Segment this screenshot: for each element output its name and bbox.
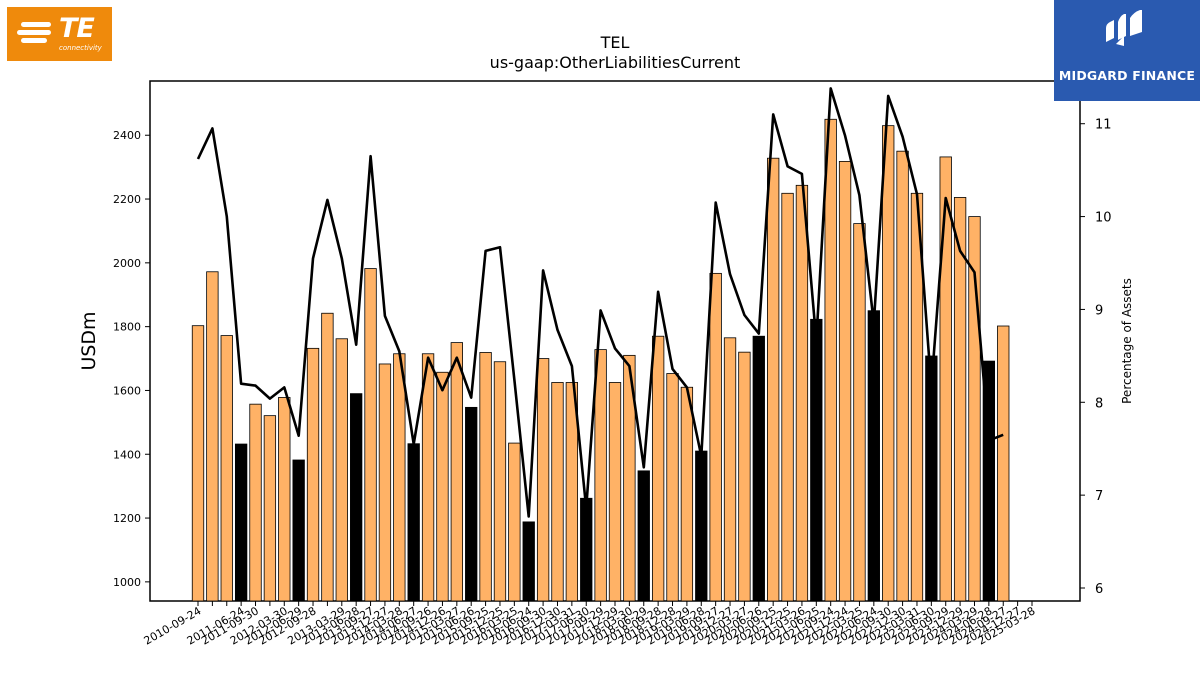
bar [680, 386, 694, 602]
y2-tick-label: 11 [1095, 118, 1112, 133]
y2-tick-label: 9 [1095, 303, 1103, 318]
y-tick-label: 2000 [113, 257, 141, 270]
bar [767, 157, 780, 602]
bar [378, 363, 392, 602]
chart-title: TEL [600, 33, 630, 52]
y-axis-right: 6 7 8 9 10 11 [1080, 118, 1112, 597]
bar [853, 223, 866, 602]
bar [939, 156, 952, 602]
bar [925, 355, 938, 602]
y-tick-label: 2400 [113, 129, 141, 142]
y-axis-left: 1000 1200 1400 1600 1800 2000 2200 2400 [113, 129, 150, 589]
series-line [196, 87, 1004, 518]
bar [824, 118, 837, 602]
bar [651, 335, 665, 602]
bar [407, 443, 420, 602]
midgard-finance-logo: MIDGARD FINANCE [1054, 0, 1200, 101]
midgard-mark-icon [1106, 10, 1142, 46]
bar [738, 351, 751, 602]
midgard-logo-text: MIDGARD FINANCE [1058, 68, 1196, 83]
bar [695, 450, 708, 602]
line-group [196, 87, 1004, 518]
logo-stripe [21, 38, 47, 43]
y2-tick-label: 6 [1095, 582, 1103, 597]
bar [752, 335, 765, 602]
bar [522, 521, 535, 602]
bar [306, 347, 320, 602]
bar [810, 318, 823, 602]
bar [350, 393, 363, 602]
y2-tick-label: 8 [1095, 396, 1103, 411]
bar [508, 442, 521, 602]
bar [795, 184, 809, 602]
bar [666, 373, 679, 602]
te-logo-sub: connectivity [59, 44, 102, 52]
bar [709, 272, 722, 602]
bar [536, 358, 550, 602]
bar [896, 150, 909, 602]
bar [493, 361, 507, 602]
bar [450, 342, 463, 602]
bar [191, 325, 205, 602]
bar [551, 382, 564, 602]
bar [292, 459, 305, 602]
logo-stripe [17, 30, 51, 35]
y-tick-label: 1000 [113, 576, 141, 589]
chart-subtitle: us-gaap:OtherLiabilitiesCurrent [490, 53, 741, 72]
bar [594, 349, 607, 602]
logo-stripe [21, 22, 51, 27]
bar [234, 443, 248, 602]
bar [206, 271, 219, 602]
bar [220, 335, 233, 602]
y2-tick-label: 7 [1095, 489, 1103, 504]
bar [723, 337, 737, 602]
y2-axis-label: Percentage of Assets [1120, 278, 1134, 404]
bar [249, 403, 262, 602]
bar [278, 397, 291, 602]
y-tick-label: 2200 [113, 193, 141, 206]
y-tick-label: 1800 [113, 321, 141, 334]
bars-group [191, 118, 1010, 602]
bar [263, 415, 277, 602]
te-connectivity-logo: TE connectivity [7, 7, 112, 61]
bar [479, 352, 492, 602]
bar [997, 325, 1010, 602]
bar [421, 353, 435, 602]
bar [580, 497, 593, 602]
x-axis: 2010-09-242011-06-242011-09-302012-03-30… [142, 601, 1038, 648]
bar [867, 310, 880, 602]
y-tick-label: 1200 [113, 512, 141, 525]
bar [364, 268, 377, 602]
bar [838, 160, 852, 602]
te-logo-mark: TE [59, 13, 95, 44]
y-tick-label: 1400 [113, 448, 141, 461]
bar [393, 353, 406, 602]
bar [465, 406, 478, 602]
y-tick-label: 1600 [113, 384, 141, 397]
bar [608, 382, 622, 602]
bar [321, 312, 334, 602]
bar [335, 338, 348, 602]
y-axis-label: USDm [78, 311, 100, 370]
y2-tick-label: 10 [1095, 211, 1112, 226]
bar [781, 192, 794, 602]
bar [882, 125, 895, 602]
bar [637, 470, 650, 602]
bar [436, 371, 449, 602]
